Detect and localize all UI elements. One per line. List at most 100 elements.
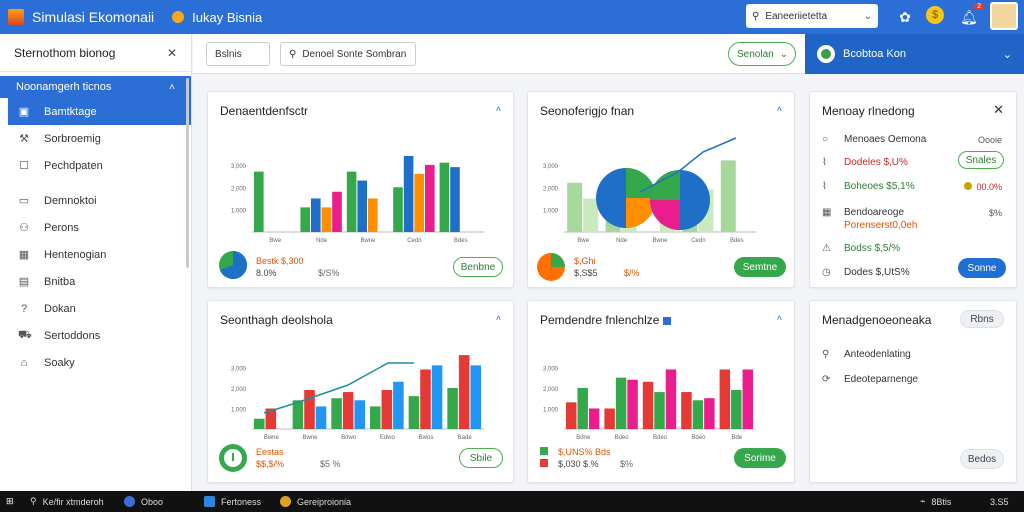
chart-bar	[615, 377, 627, 429]
legend-1: $,UNS% Bds	[540, 447, 611, 457]
toolbar-search-input[interactable]: ⚲ Denoel Sonte Sombran	[280, 42, 416, 66]
search-icon: ⚲	[289, 48, 297, 60]
x-tick-label: Nde	[316, 238, 328, 244]
sidebar-group[interactable]: Noonamgerh ticnos ˄	[0, 76, 191, 98]
chart-bar	[681, 392, 692, 429]
sidebar-item-perons[interactable]: ⚇ Perons	[0, 214, 191, 241]
tray-icons[interactable]: ⌁ 8Btis	[920, 494, 951, 509]
panel-row-button[interactable]: Snales	[958, 151, 1004, 169]
chart-bar	[393, 187, 403, 232]
taskbar: ⊞ ⚲ Ke/fir xtmderoh Oboo Fertoness Gerei…	[0, 491, 1024, 512]
sidebar-item-dokan[interactable]: ? Dokan	[0, 295, 191, 322]
chart-bar	[588, 408, 600, 429]
card-action-button[interactable]: Semtne	[734, 257, 786, 277]
legend-2: $,030 $.%	[540, 459, 599, 469]
avatar[interactable]	[990, 2, 1018, 30]
chart-bar	[458, 355, 470, 429]
management-panel: Menadgenoeoneaka Rbns ⚲ Anteodenlating ⟳…	[809, 300, 1017, 483]
legend-value: Bestk $,300	[256, 256, 304, 266]
filter-dropdown-label: Senolan	[737, 48, 774, 60]
chart-bar	[439, 162, 450, 232]
bar-chart: 1,000 2,000 3,000 Bwe Nde Bwne Cedn Bdes	[231, 155, 484, 244]
x-tick-label: Bde	[731, 435, 742, 441]
sidebar-header: Sternothom bionog ✕	[0, 34, 191, 72]
sidebar-group-label: Noonamgerh ticnos	[16, 81, 112, 93]
refresh-icon: ⟳	[822, 374, 831, 385]
sidebar-scrollbar[interactable]	[186, 78, 189, 268]
fan-icon[interactable]: ✿	[899, 8, 911, 25]
panel-action-button[interactable]: Bedos	[960, 449, 1004, 469]
x-tick-label: Bdwo	[341, 435, 357, 441]
trend-line	[263, 362, 414, 414]
row-label: Boheoes $5,1%	[844, 181, 915, 192]
sidebar-item-sertoddons[interactable]: ⛟ Sertoddons	[0, 322, 191, 349]
alert-icon: ⚠	[822, 243, 831, 254]
legend-2: 8.0%	[256, 268, 277, 278]
sidebar-item-bnitba[interactable]: ▤ Bnitba	[0, 268, 191, 295]
sidebar-item-label: Dokan	[44, 302, 76, 315]
start-button[interactable]: ⊞	[6, 494, 14, 509]
chart-bar	[346, 171, 357, 232]
chart-bar	[321, 207, 332, 232]
square-icon: ☐	[19, 160, 29, 172]
chevron-down-icon: ⌄	[1002, 48, 1012, 61]
collapse-icon[interactable]: ˄	[495, 104, 501, 114]
app-icon	[204, 496, 215, 507]
x-tick-label: Bdeo	[653, 435, 668, 441]
collapse-icon[interactable]: ˄	[776, 104, 782, 114]
sidebar-item-bamtktage[interactable]: ▣ Bamtktage	[8, 98, 191, 125]
x-tick-label: Cedn	[691, 238, 705, 244]
card-action-button[interactable]: Benbne	[453, 257, 503, 277]
sidebar-item-demnoktoi[interactable]: ▭ Demnoktoi	[0, 187, 191, 214]
coin-icon[interactable]: $	[926, 6, 944, 24]
account-dropdown[interactable]: Bcobtoa Kon ⌄	[805, 34, 1024, 74]
chart-icon: ▤	[18, 276, 30, 288]
collapse-icon[interactable]: ˄	[776, 313, 782, 323]
sidebar-item-sorbroemig[interactable]: ⚒ Sorbroemig	[0, 125, 191, 152]
collapse-icon[interactable]: ˄	[495, 313, 501, 323]
taskbar-app-label: Oboo	[141, 496, 164, 507]
legend-1: $,Ghi	[574, 256, 596, 266]
taskbar-app-1[interactable]: Oboo	[124, 494, 163, 509]
business-search[interactable]: ⚲ Eaneeriietetta ⌄	[746, 4, 878, 28]
row-label: Bodss $,5/%	[844, 243, 901, 254]
network-icon: ⌁	[920, 496, 926, 506]
y-tick-label: 2,000	[231, 186, 247, 192]
app-logo-icon	[8, 9, 24, 25]
clock[interactable]: 3.S5	[990, 494, 1009, 509]
sidebar-item-label: Bnitba	[44, 275, 76, 288]
panel-title-button[interactable]: Rbns	[960, 310, 1004, 328]
legend-value: $%	[620, 459, 634, 469]
chart-bar	[368, 198, 378, 232]
notification-icon[interactable]: 🔔︎ 2	[958, 3, 984, 28]
legend-2: $,S$5	[574, 268, 598, 278]
info-badge-icon	[663, 316, 672, 325]
toolbar-button[interactable]: Bslnis	[206, 42, 270, 66]
panel-row[interactable]: ⚲ Anteodenlating	[822, 349, 1002, 360]
chart-bar	[642, 381, 654, 429]
sidebar-item-pechdpaten[interactable]: ☐ Pechdpaten	[0, 152, 191, 179]
card-action-button[interactable]: Sorime	[734, 448, 786, 468]
legend-value: 8.0%	[256, 268, 277, 278]
chart-bar	[604, 408, 615, 429]
taskbar-search[interactable]: ⚲ Ke/fir xtmderoh	[30, 494, 104, 509]
panel-row[interactable]: ⟳ Edeoteparnenge	[822, 374, 1002, 385]
chart-bar	[470, 365, 481, 429]
row-value: Oooie	[977, 134, 1002, 145]
taskbar-app-3[interactable]: Gereiproionia	[280, 494, 351, 509]
chart-bar	[354, 400, 365, 429]
chart-bar	[311, 198, 321, 232]
close-icon[interactable]: ✕	[993, 102, 1004, 117]
sidebar-item-hentenogian[interactable]: ▦ Hentenogian	[0, 241, 191, 268]
x-tick-label: Bdne	[576, 435, 591, 441]
sidebar-item-label: Sertoddons	[44, 329, 101, 342]
chevron-down-icon: ⌄	[863, 10, 872, 22]
taskbar-app-2[interactable]: Fertoness	[204, 494, 261, 509]
sidebar-item-soaky[interactable]: ⌂ Soaky	[0, 349, 191, 376]
close-icon[interactable]: ✕	[166, 45, 177, 60]
panel-action-button[interactable]: Sonne	[958, 258, 1006, 278]
card-action-button[interactable]: Sbile	[459, 448, 503, 468]
filter-dropdown[interactable]: Senolan ⌄	[728, 42, 796, 66]
chart-bar	[583, 198, 599, 232]
trend-line	[639, 137, 737, 193]
